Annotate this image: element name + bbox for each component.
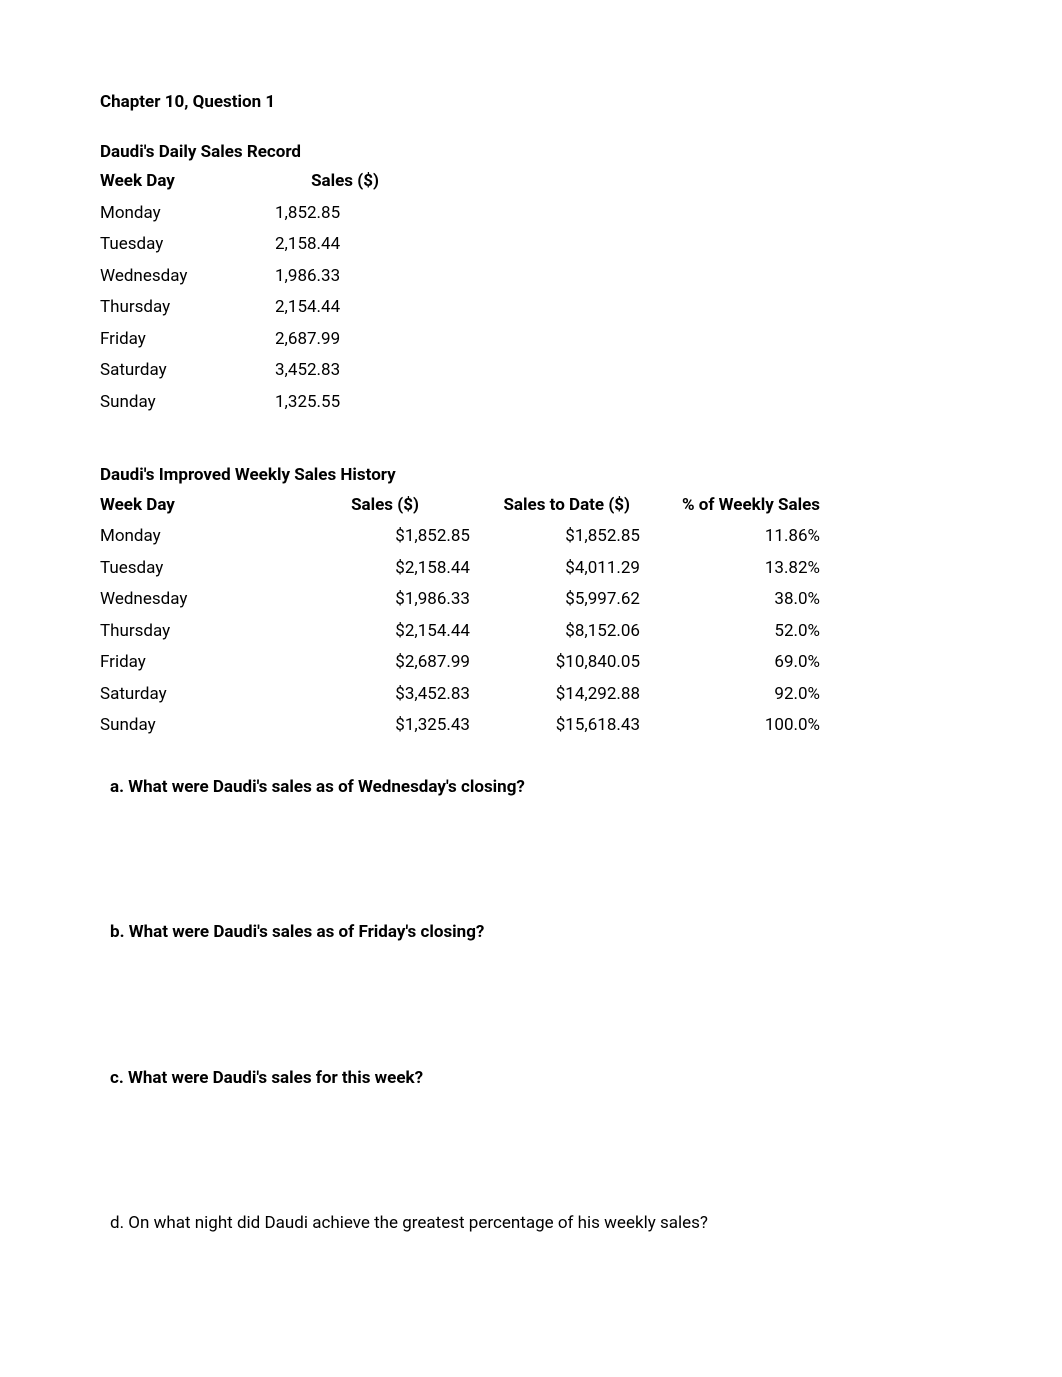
sales-cell: 1,852.85 [275, 201, 415, 227]
table-row: Thursday 2,154.44 [100, 295, 962, 321]
sales-cell: 3,452.83 [275, 358, 415, 384]
sales-cell: $2,158.44 [300, 556, 470, 582]
table-row: Sunday 1,325.55 [100, 390, 962, 416]
table2-header-row: Week Day Sales ($) Sales to Date ($) % o… [100, 493, 962, 519]
sales-cell: $1,986.33 [300, 587, 470, 613]
question-a: a. What were Daudi's sales as of Wednesd… [110, 775, 962, 801]
daily-sales-table: Week Day Sales ($) Monday 1,852.85 Tuesd… [100, 169, 962, 415]
table-row: Friday $2,687.99 $10,840.05 69.0% [100, 650, 962, 676]
sales-cell: $1,325.43 [300, 713, 470, 739]
pct-cell: 13.82% [640, 556, 820, 582]
table1-title: Daudi's Daily Sales Record [100, 140, 962, 166]
pct-cell: 100.0% [640, 713, 820, 739]
table2-title: Daudi's Improved Weekly Sales History [100, 463, 962, 489]
day-cell: Tuesday [100, 232, 275, 258]
table-row: Wednesday $1,986.33 $5,997.62 38.0% [100, 587, 962, 613]
table2-header-day: Week Day [100, 493, 300, 519]
table1-header-sales: Sales ($) [275, 169, 415, 195]
table1-header-row: Week Day Sales ($) [100, 169, 962, 195]
table-row: Saturday 3,452.83 [100, 358, 962, 384]
sales-cell: $2,687.99 [300, 650, 470, 676]
question-c: c. What were Daudi's sales for this week… [110, 1066, 962, 1092]
day-cell: Sunday [100, 713, 300, 739]
sales-cell: $2,154.44 [300, 619, 470, 645]
day-cell: Monday [100, 524, 300, 550]
weekly-sales-table: Week Day Sales ($) Sales to Date ($) % o… [100, 493, 962, 739]
sales-cell: 2,687.99 [275, 327, 415, 353]
table-row: Monday $1,852.85 $1,852.85 11.86% [100, 524, 962, 550]
day-cell: Friday [100, 650, 300, 676]
table2-header-pct: % of Weekly Sales [640, 493, 820, 519]
sales-cell: 1,325.55 [275, 390, 415, 416]
table-row: Friday 2,687.99 [100, 327, 962, 353]
pct-cell: 11.86% [640, 524, 820, 550]
todate-cell: $15,618.43 [470, 713, 640, 739]
day-cell: Sunday [100, 390, 275, 416]
pct-cell: 38.0% [640, 587, 820, 613]
pct-cell: 92.0% [640, 682, 820, 708]
day-cell: Thursday [100, 619, 300, 645]
day-cell: Wednesday [100, 587, 300, 613]
day-cell: Thursday [100, 295, 275, 321]
question-d: d. On what night did Daudi achieve the g… [110, 1211, 962, 1237]
day-cell: Saturday [100, 358, 275, 384]
todate-cell: $1,852.85 [470, 524, 640, 550]
pct-cell: 69.0% [640, 650, 820, 676]
table1-header-day: Week Day [100, 169, 275, 195]
sales-cell: $3,452.83 [300, 682, 470, 708]
day-cell: Friday [100, 327, 275, 353]
sales-cell: 1,986.33 [275, 264, 415, 290]
table-row: Tuesday 2,158.44 [100, 232, 962, 258]
question-b: b. What were Daudi's sales as of Friday'… [110, 920, 962, 946]
table2-header-todate: Sales to Date ($) [470, 493, 640, 519]
todate-cell: $8,152.06 [470, 619, 640, 645]
day-cell: Tuesday [100, 556, 300, 582]
todate-cell: $4,011.29 [470, 556, 640, 582]
page-title: Chapter 10, Question 1 [100, 90, 962, 116]
table-row: Saturday $3,452.83 $14,292.88 92.0% [100, 682, 962, 708]
day-cell: Wednesday [100, 264, 275, 290]
table-row: Tuesday $2,158.44 $4,011.29 13.82% [100, 556, 962, 582]
table2-header-sales: Sales ($) [300, 493, 470, 519]
sales-cell: 2,158.44 [275, 232, 415, 258]
todate-cell: $14,292.88 [470, 682, 640, 708]
day-cell: Saturday [100, 682, 300, 708]
table-row: Monday 1,852.85 [100, 201, 962, 227]
todate-cell: $5,997.62 [470, 587, 640, 613]
table-row: Wednesday 1,986.33 [100, 264, 962, 290]
day-cell: Monday [100, 201, 275, 227]
sales-cell: 2,154.44 [275, 295, 415, 321]
table-row: Thursday $2,154.44 $8,152.06 52.0% [100, 619, 962, 645]
sales-cell: $1,852.85 [300, 524, 470, 550]
pct-cell: 52.0% [640, 619, 820, 645]
todate-cell: $10,840.05 [470, 650, 640, 676]
table-row: Sunday $1,325.43 $15,618.43 100.0% [100, 713, 962, 739]
